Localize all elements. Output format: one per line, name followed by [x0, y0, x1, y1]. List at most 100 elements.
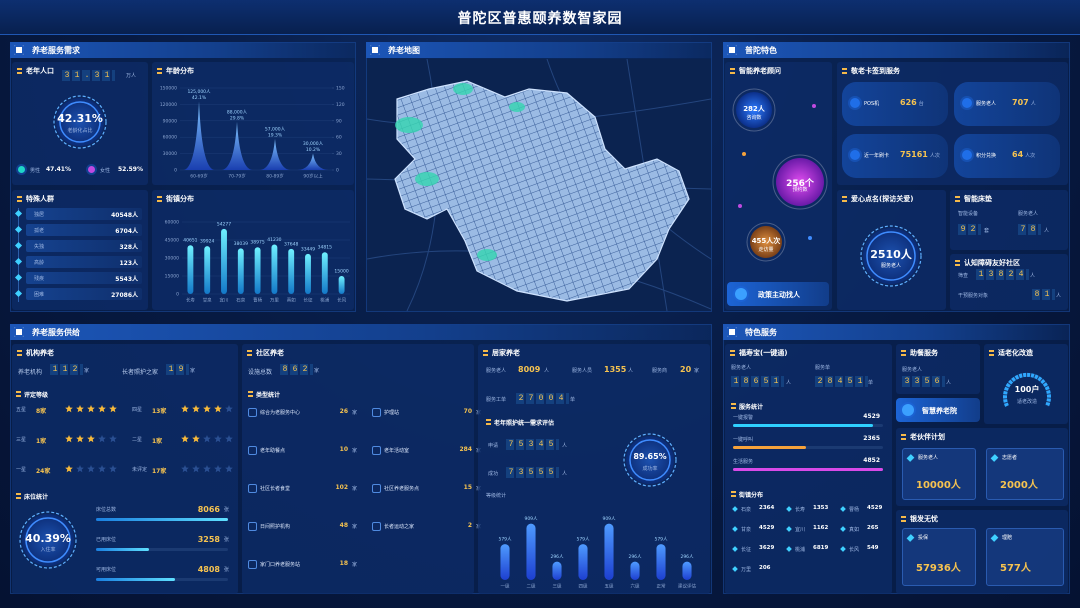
x-tick-label: 石泉 — [236, 297, 245, 304]
star — [192, 465, 200, 473]
share-label: 42.1% — [192, 95, 207, 101]
card-title: 居家养老 — [492, 349, 520, 357]
group-label: 困难 — [34, 292, 45, 298]
ring-glow — [626, 436, 674, 484]
ring-inner — [866, 231, 916, 281]
ratio-label: 老龄化占比 — [67, 128, 93, 134]
row-bg — [26, 256, 142, 268]
star — [225, 465, 233, 473]
card-title: 智能床垫 — [964, 195, 992, 203]
row-bg — [26, 208, 142, 220]
card — [242, 344, 474, 594]
success-label: 成功 — [488, 471, 499, 477]
type-label: 护理站 — [384, 410, 400, 416]
sub-title: 服务统计 — [739, 404, 764, 411]
card-icon — [17, 68, 22, 74]
rollcall-value: 2510人 — [870, 248, 912, 261]
star — [98, 465, 106, 473]
aid-unit: 人 — [1056, 293, 1062, 299]
ring-glow — [863, 228, 919, 284]
bar — [187, 245, 194, 294]
type-icon — [372, 446, 381, 455]
star — [65, 435, 73, 443]
button-label: 智慧养老院 — [922, 407, 957, 415]
street-value: 206 — [759, 565, 771, 571]
value-label: 41230 — [267, 237, 281, 243]
street-label: 桃浦 — [795, 547, 806, 553]
bubble — [746, 222, 786, 262]
bubble — [772, 154, 828, 210]
x-tick-label: 六级 — [631, 583, 640, 590]
star — [87, 435, 95, 443]
bar — [552, 561, 562, 580]
card-icon — [17, 196, 22, 202]
fsb-served-label: 服务老人 — [731, 365, 752, 371]
street-label: 长征 — [741, 547, 752, 553]
y-tick-label: 30000 — [163, 151, 177, 157]
home-stat-label: 服务老人 — [486, 368, 507, 374]
rating-label: 未评定 — [132, 467, 148, 473]
star — [192, 435, 200, 443]
x-tick-label: 正常 — [657, 583, 666, 590]
elderly-value: 31.31 — [62, 70, 115, 81]
rating-stars — [65, 465, 117, 473]
group-label: 高龄 — [34, 260, 45, 266]
x-tick-label: 真如 — [287, 297, 296, 304]
type-label: 综合为老服务中心 — [260, 410, 301, 416]
street-value: 1353 — [813, 505, 829, 511]
org-value: 112 — [50, 364, 83, 375]
street-label: 石泉 — [741, 507, 752, 513]
dot — [742, 152, 746, 156]
rating-value: 8家 — [36, 408, 47, 415]
card-icon — [157, 196, 162, 202]
bubble-value: 282人 — [743, 105, 765, 113]
card-icon — [955, 196, 960, 202]
y-tick-label: 0 — [174, 168, 177, 174]
value-label: 38975 — [250, 240, 264, 246]
card — [950, 190, 1068, 250]
star — [109, 405, 117, 413]
panel-header — [10, 324, 712, 340]
bar — [338, 276, 345, 294]
bubble-halo — [746, 222, 786, 262]
item-label: 积分兑换 — [976, 153, 997, 159]
card — [152, 62, 354, 185]
fsb-served-unit: 人 — [786, 380, 792, 386]
card-title: 爱心点名(探访关爱) — [851, 195, 914, 203]
home-stat-label: 服务商 — [652, 368, 668, 374]
sub-icon — [16, 493, 21, 499]
street-label: 长风 — [849, 547, 860, 553]
spike — [259, 138, 291, 170]
type-value: 15 — [463, 484, 472, 491]
sub-icon — [16, 391, 21, 397]
y-tick-label: 0 — [176, 292, 179, 298]
bed-value: 8066 — [197, 505, 220, 514]
card-title: 年龄分布 — [166, 67, 194, 75]
street-label: 万里 — [741, 567, 752, 573]
type-label: 老年活动室 — [384, 448, 410, 454]
type-label: 老年助餐点 — [260, 448, 286, 454]
rating-label: 三星 — [16, 437, 27, 443]
rating-value: 1家 — [36, 438, 47, 445]
bed-label: 已用床位 — [96, 537, 117, 543]
street-label: 曹杨 — [849, 507, 860, 513]
rate-label: 成功率 — [642, 466, 658, 472]
y2-tick-label: 120 — [336, 102, 345, 108]
bubble-body — [776, 158, 824, 206]
panel-title: 养老地图 — [388, 46, 420, 55]
home-stat-unit: 人 — [628, 368, 634, 374]
park — [395, 117, 423, 133]
org-label: 养老机构 — [18, 369, 43, 376]
row-bg — [26, 240, 142, 252]
x-tick-label: 甘泉 — [203, 297, 212, 304]
panel-header — [366, 42, 712, 58]
stat-box-value: 577人 — [1000, 563, 1031, 574]
x-tick-label: 五级 — [605, 583, 614, 590]
park — [509, 102, 525, 112]
ring-outer — [860, 225, 922, 287]
bed-bar — [96, 578, 175, 581]
group-value: 123人 — [119, 260, 138, 267]
x-tick-label: 四级 — [579, 583, 588, 590]
male-label: 男性 — [30, 168, 41, 174]
